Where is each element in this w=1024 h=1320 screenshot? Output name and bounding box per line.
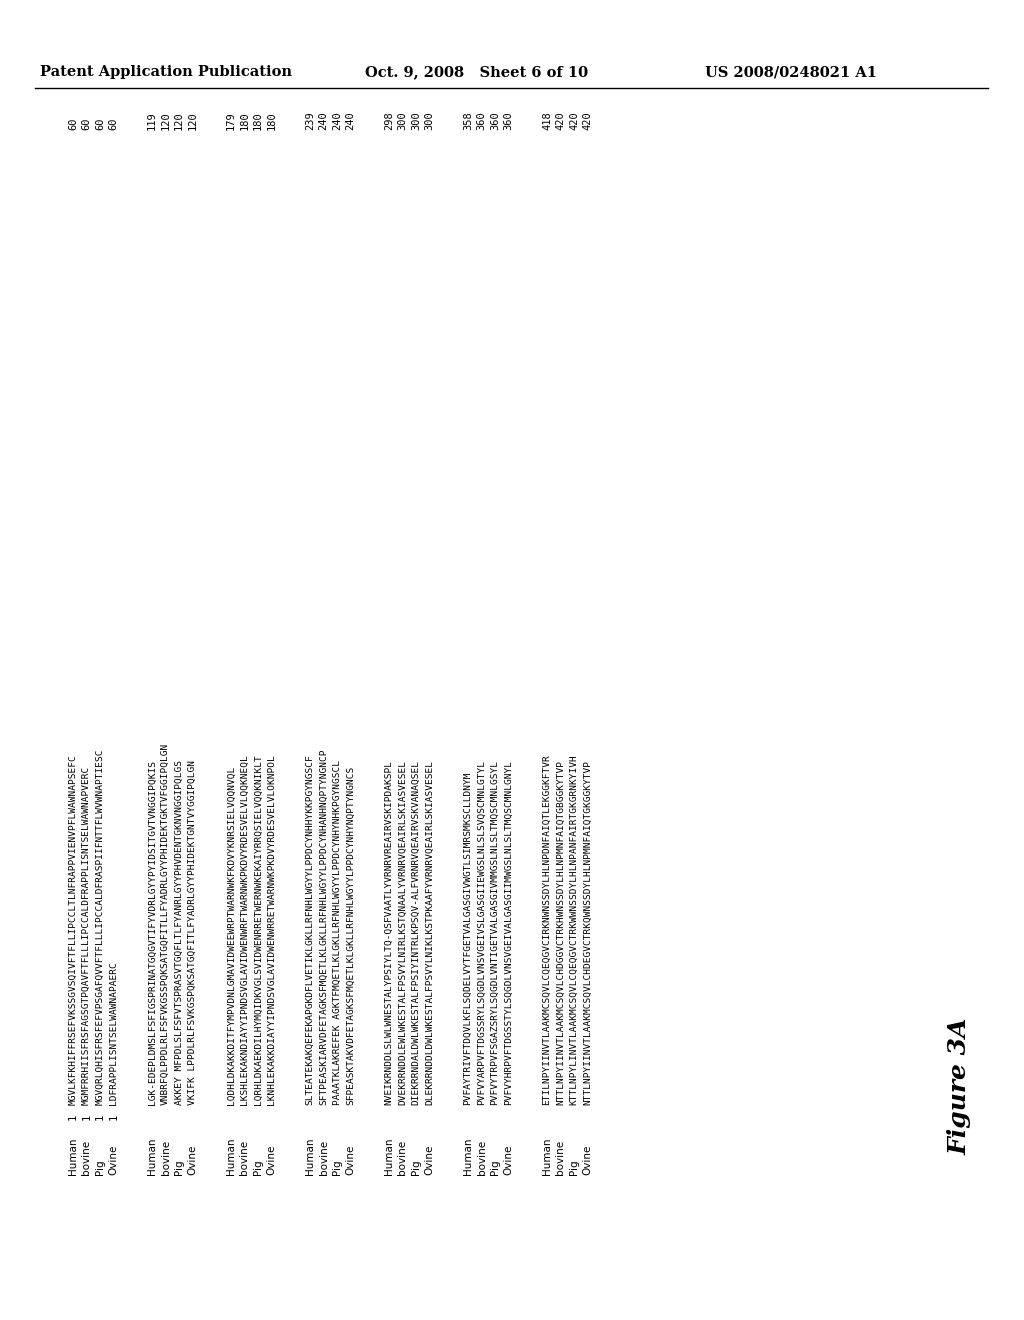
- Text: bovine: bovine: [82, 1140, 91, 1175]
- Text: 180: 180: [240, 111, 250, 129]
- Text: DVEKRRNDDLEWLWKESTALFPSVYLNIRLKSTQNAALYVRNRVQEAIRLSKIASVESEL: DVEKRRNDDLEWLWKESTALFPSVYLNIRLKSTQNAALYV…: [398, 760, 407, 1105]
- Text: bovine: bovine: [397, 1140, 408, 1175]
- Text: Human: Human: [305, 1138, 315, 1175]
- Text: Pig: Pig: [174, 1159, 184, 1175]
- Text: Human: Human: [68, 1138, 78, 1175]
- Text: Human: Human: [384, 1138, 394, 1175]
- Text: Pig: Pig: [569, 1159, 579, 1175]
- Text: Patent Application Publication: Patent Application Publication: [40, 65, 292, 79]
- Text: Human: Human: [542, 1138, 552, 1175]
- Text: 119: 119: [147, 111, 157, 129]
- Text: 1: 1: [95, 1114, 105, 1119]
- Text: Human: Human: [463, 1138, 473, 1175]
- Text: Pig: Pig: [490, 1159, 500, 1175]
- Text: LDFRAPPLISNTSELWAWNAPAERC: LDFRAPPLISNTSELWAWNAPAERC: [109, 961, 118, 1105]
- Text: SFTPEASKIARVDFETAGKSFMQETLKLGKLLRFNHLWGYYLPPDCYNHANHNQPTYNGNCP: SFTPEASKIARVDFETAGKSFMQETLKLGKLLRFNHLWGY…: [319, 748, 328, 1105]
- Text: 418: 418: [542, 111, 552, 129]
- Text: 239: 239: [305, 111, 315, 129]
- Text: bovine: bovine: [161, 1140, 171, 1175]
- Text: Pig: Pig: [411, 1159, 421, 1175]
- Text: 180: 180: [253, 111, 263, 129]
- Text: 120: 120: [187, 111, 198, 129]
- Text: 1: 1: [82, 1114, 91, 1119]
- Text: PVFVYHRPVFTDGSSTYLSQGDLVNSVGEIVALGASGIIMWGSLNLSLTMQSCMNLGNYL: PVFVYHRPVFTDGSSTYLSQGDLVNSVGEIVALGASGIIM…: [504, 760, 513, 1105]
- Text: Ovine: Ovine: [109, 1144, 119, 1175]
- Text: 358: 358: [463, 111, 473, 129]
- Text: MGVQRLQHISFRSFEFVPSGAFQVVFTFLLLIPCCALDFRASPIIFNTTFLWVWNAPTIESC: MGVQRLQHISFRSFEFVPSGAFQVVFTFLLLIPCCALDFR…: [95, 748, 104, 1105]
- Text: PVFVYARPVFTDGSSRYLSQGDLVNSVGEIVSLGASGIIEWGSLNLSLSVQSCMNLGTYL: PVFVYARPVFTDGSSRYLSQGDLVNSVGEIVSLGASGIIE…: [477, 760, 486, 1105]
- Text: bovine: bovine: [318, 1140, 329, 1175]
- Text: Pig: Pig: [95, 1159, 105, 1175]
- Text: 300: 300: [397, 111, 408, 129]
- Text: 60: 60: [95, 117, 105, 129]
- Text: bovine: bovine: [240, 1140, 250, 1175]
- Text: Pig: Pig: [253, 1159, 263, 1175]
- Text: DIEKRRNDALDWLWKESTALFPSIYINTRLKPSQV-ALFVRNRVQEAIRVSKVANAQSEL: DIEKRRNDALDWLWKESTALFPSIYINTRLKPSQV-ALFV…: [412, 760, 421, 1105]
- Text: 60: 60: [68, 117, 78, 129]
- Text: AKKEY MFPDLSLFSFVTSPRASVTGQFLTLFYANRLGYYPHVDENTGKNVNGGIPQLGS: AKKEY MFPDLSLFSFVTSPRASVTGQFLTLFYANRLGYY…: [174, 760, 183, 1105]
- Text: 60: 60: [109, 117, 119, 129]
- Text: PAAATKLAKREFEK AGKTFMQETLKLGKLLRFNHLWGYYLPPDCYNHYNHKPGYNGSCL: PAAATKLAKREFEK AGKTFMQETLKLGKLLRFNHLWGYY…: [333, 760, 341, 1105]
- Text: 120: 120: [161, 111, 171, 129]
- Text: LKSHLEKAKNDIAYYIPNDSVGLAVIDWENWRFTWARNWKPKDVYRDESVELVLQQKNEQL: LKSHLEKAKNDIAYYIPNDSVGLAVIDWENWRFTWARNWK…: [240, 754, 249, 1105]
- Text: Ovine: Ovine: [504, 1144, 513, 1175]
- Text: 1: 1: [109, 1114, 119, 1119]
- Text: bovine: bovine: [555, 1140, 565, 1175]
- Text: Ovine: Ovine: [266, 1144, 276, 1175]
- Text: 240: 240: [345, 111, 355, 129]
- Text: LGK-EDEPLDMSLFSFIGSPRINATGQGVTIFYVDRLGYYPYIDSITGVTVNGGIPQKIS: LGK-EDEPLDMSLFSFIGSPRINATGQGVTIFYVDRLGYY…: [147, 760, 157, 1105]
- Text: SLTEATEKAKQEFEKAPGKDFLVETIKLGKLLRFNHLWGYYLPPDCYNHHYKKPGYNGSCF: SLTEATEKAKQEFEKAPGKDFLVETIKLGKLLRFNHLWGY…: [305, 754, 314, 1105]
- Text: ETILNPYIINVTLAAKMCSQVLCQEQGVCIRKNWNSSDYLHLNPDNFAIQTLEKGGKFTVR: ETILNPYIINVTLAAKMCSQVLCQEQGVCIRKNWNSSDYL…: [543, 754, 552, 1105]
- Text: 298: 298: [384, 111, 394, 129]
- Text: Ovine: Ovine: [345, 1144, 355, 1175]
- Text: 360: 360: [476, 111, 486, 129]
- Text: MGVLKFKHIFFRSEFVKSSGVSQIVFTFLLIPCCLTLNFRAPPVIENVPFLWAWNAPSEFC: MGVLKFKHIFFRSEFVKSSGVSQIVFTFLLIPCCLTLNFR…: [69, 754, 78, 1105]
- Text: 360: 360: [504, 111, 513, 129]
- Text: LKNHLEKAKKDIAYYIPNDSVGLAVIDWENWRRETWARNWKPKDVYRDESVELVLOKNPOL: LKNHLEKAKKDIAYYIPNDSVGLAVIDWENWRRETWARNW…: [267, 754, 276, 1105]
- Text: NTTLNPYIINVTLAAKMCSQVLCHDGGVCTRKHWNSSDYLHLNPMNFAIQTGBGGKYTVP: NTTLNPYIINVTLAAKMCSQVLCHDGGVCTRKHWNSSDYL…: [556, 760, 565, 1105]
- Text: 420: 420: [569, 111, 579, 129]
- Text: bovine: bovine: [476, 1140, 486, 1175]
- Text: Figure 3A: Figure 3A: [948, 1018, 972, 1155]
- Text: 240: 240: [318, 111, 329, 129]
- Text: US 2008/0248021 A1: US 2008/0248021 A1: [705, 65, 877, 79]
- Text: 120: 120: [174, 111, 184, 129]
- Text: Ovine: Ovine: [425, 1144, 434, 1175]
- Text: NVEIKRNDDLSLWLWNESTALYPSIYLTQ-QSFVAATLYVRNRVREAIRVSKIPDAKSPL: NVEIKRNDDLSLWLWNESTALYPSIYLTQ-QSFVAATLYV…: [384, 760, 393, 1105]
- Text: 179: 179: [226, 111, 236, 129]
- Text: MGMFRRHIISFRSFAGSGTPQAVFTFLLLIPCCALDFRAPPLISNTSELWAWNAPVERC: MGMFRRHIISFRSFAGSGTPQAVFTFLLLIPCCALDFRAP…: [82, 766, 91, 1105]
- Text: 300: 300: [411, 111, 421, 129]
- Text: Oct. 9, 2008   Sheet 6 of 10: Oct. 9, 2008 Sheet 6 of 10: [365, 65, 588, 79]
- Text: DLEKRRNDDLDWLWKESTALFPSVYLNIKLKSTPKAAFYVRNRVQEAIRLSKIASVESEL: DLEKRRNDDLDWLWKESTALFPSVYLNIKLKSTPKAAFYV…: [425, 760, 434, 1105]
- Text: SFPEASKTAKVDFETAGKSFMQETLKLGKLLRFNHLWGYYLPPDCYNHYNQPTYNGNCS: SFPEASKTAKVDFETAGKSFMQETLKLGKLLRFNHLWGYY…: [346, 766, 355, 1105]
- Text: 300: 300: [425, 111, 434, 129]
- Text: 240: 240: [332, 111, 342, 129]
- Text: NTTLNPYIINVTLAAKMCSQVLCHDEGVCTRKQWNSSDYLHLNPMNFAIQTGKGGKYTVP: NTTLNPYIINVTLAAKMCSQVLCHDEGVCTRKQWNSSDYL…: [583, 760, 592, 1105]
- Text: LQRHLDKAEKDILHYMQIDKVGLSVIDWENRRETWERNWKEKAIYRRQSIELVQQKNIKLT: LQRHLDKAEKDILHYMQIDKVGLSVIDWENRRETWERNWK…: [254, 754, 262, 1105]
- Text: 60: 60: [82, 117, 91, 129]
- Text: 360: 360: [490, 111, 500, 129]
- Text: Human: Human: [226, 1138, 236, 1175]
- Text: PVFAYTRIVFTDQVLKFLSQDELVYTFGETVALGASGIVWGTLSIMRSMKSCLLDNYM: PVFAYTRIVFTDQVLKFLSQDELVYTFGETVALGASGIVW…: [464, 771, 472, 1105]
- Text: Pig: Pig: [332, 1159, 342, 1175]
- Text: LQDHLDKAKKDITFYMPVDNLGMAVIDWEEWRPTWARNWKFKDVYKNRSIELVQQNVQL: LQDHLDKAKKDITFYMPVDNLGMAVIDWEEWRPTWARNWK…: [226, 766, 236, 1105]
- Text: KTTLNPYLINVTLAAKMCSQVLCQEQGVCTRKWWNSSDYLHLNPANFAIRTGKGRNKYIVH: KTTLNPYLINVTLAAKMCSQVLCQEQGVCTRKWWNSSDYL…: [569, 754, 579, 1105]
- Text: Human: Human: [147, 1138, 157, 1175]
- Text: Ovine: Ovine: [187, 1144, 198, 1175]
- Text: 420: 420: [555, 111, 565, 129]
- Text: 1: 1: [68, 1114, 78, 1119]
- Text: VKIFK LPPDLRLFSVKGSPQKSATGQFITLFYADRLGYYPHIDEKTGNTVYGGIPQLGN: VKIFK LPPDLRLFSVKGSPQKSATGQFITLFYADRLGYY…: [188, 760, 197, 1105]
- Text: 180: 180: [266, 111, 276, 129]
- Text: Ovine: Ovine: [583, 1144, 593, 1175]
- Text: PVFVYTRPVFSGAZSRYLSQGDLVNTIGETVALGASGIVMMGSLNLSLTMQSCMNLGSYL: PVFVYTRPVFSGAZSRYLSQGDLVNTIGETVALGASGIVM…: [490, 760, 500, 1105]
- Text: VNBRFQLPPDLRLFSFVKGSSPQKSATGQFITLLFYADRLGYYPHIDEKTGKTVFGGIPQLGN: VNBRFQLPPDLRLFSFVKGSSPQKSATGQFITLLFYADRL…: [161, 743, 170, 1105]
- Text: 420: 420: [583, 111, 593, 129]
